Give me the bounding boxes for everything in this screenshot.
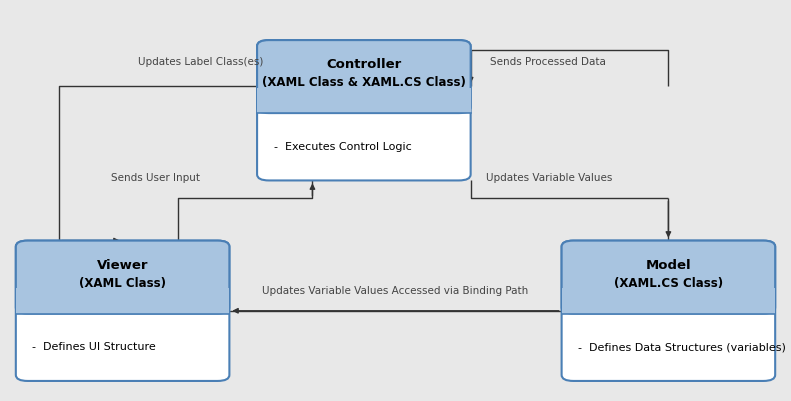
FancyBboxPatch shape — [16, 241, 229, 381]
Text: Model: Model — [645, 259, 691, 271]
Text: (XAML Class): (XAML Class) — [79, 277, 166, 290]
Text: (XAML.CS Class): (XAML.CS Class) — [614, 277, 723, 290]
Text: -  Executes Control Logic: - Executes Control Logic — [267, 142, 411, 152]
Bar — [16, 288, 229, 314]
FancyBboxPatch shape — [562, 241, 775, 314]
FancyBboxPatch shape — [562, 241, 775, 381]
Text: -  Defines UI Structure: - Defines UI Structure — [25, 342, 156, 352]
FancyBboxPatch shape — [257, 40, 471, 180]
Text: Updates Variable Values: Updates Variable Values — [486, 174, 613, 183]
Text: Sends User Input: Sends User Input — [111, 174, 200, 183]
Text: Updates Variable Values Accessed via Binding Path: Updates Variable Values Accessed via Bin… — [263, 286, 528, 296]
Bar — [562, 288, 775, 314]
Text: Viewer: Viewer — [97, 259, 149, 271]
Bar — [257, 87, 471, 113]
Text: Updates Label Class(es): Updates Label Class(es) — [138, 57, 264, 67]
Text: (XAML Class & XAML.CS Class): (XAML Class & XAML.CS Class) — [262, 76, 466, 89]
FancyBboxPatch shape — [16, 241, 229, 314]
Text: Sends Processed Data: Sends Processed Data — [490, 57, 606, 67]
Text: Controller: Controller — [326, 58, 402, 71]
Text: -  Defines Data Structures (variables): - Defines Data Structures (variables) — [571, 342, 786, 352]
FancyBboxPatch shape — [257, 40, 471, 113]
